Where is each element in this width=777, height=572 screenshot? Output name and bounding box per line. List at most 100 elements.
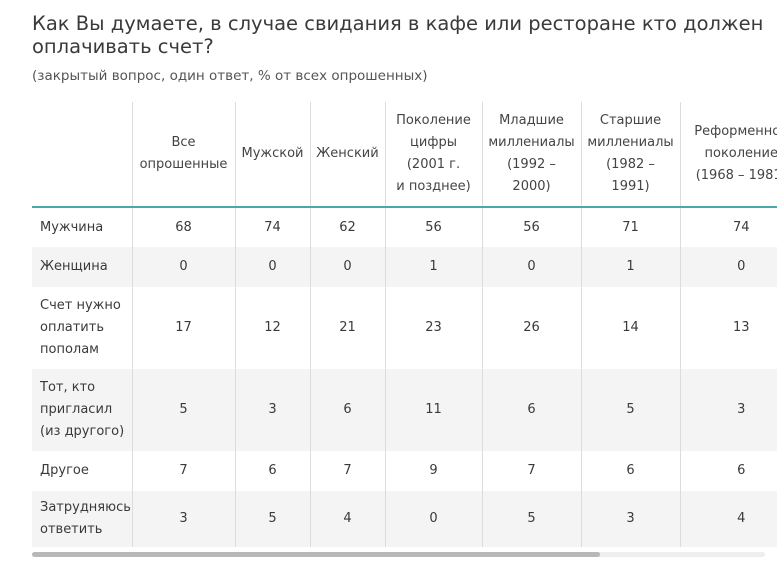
text-line: миллениалы	[587, 135, 674, 150]
row-label: Тот, кто пригласил (из другого)	[32, 369, 132, 451]
table-cell: 3	[580, 491, 680, 547]
table-cell: 23	[384, 287, 482, 369]
text-line: Мужчина	[40, 219, 104, 235]
column-header: Женский	[309, 102, 385, 207]
row-label: Женщина	[32, 247, 132, 287]
table-cell: 74	[234, 207, 310, 247]
table-cell: 7	[309, 451, 385, 491]
row-label: Мужчина	[32, 207, 132, 247]
table-cell: 12	[234, 287, 310, 369]
table-cell: 7	[481, 451, 581, 491]
text-line: Младшие	[499, 113, 564, 128]
text-line: 2000)	[512, 179, 551, 194]
table-cell: 0	[679, 247, 777, 287]
text-line: (2001 г.	[406, 157, 461, 172]
table-cell: 11	[384, 369, 482, 451]
table-scroll-area[interactable]: Все опрошенные Мужской Женский Поколение цифр…	[32, 102, 777, 549]
header-corner	[32, 102, 132, 207]
table-cell: 7	[131, 451, 235, 491]
text-line: Старшие	[599, 113, 662, 128]
text-line: пополам	[40, 342, 99, 357]
row-label: Другое	[32, 451, 132, 491]
column-header: Все опрошенные	[131, 102, 235, 207]
table-cell: 68	[131, 207, 235, 247]
chart-title: Как Вы думаете, в случае свидания в кафе…	[32, 12, 764, 58]
text-line: (из другого)	[40, 424, 125, 439]
table-cell: 14	[580, 287, 680, 369]
column-header: Реформенное поколение (1968 – 1981)	[679, 102, 777, 207]
table-cell: 0	[131, 247, 235, 287]
table-cell: 13	[679, 287, 777, 369]
column-header: Младшие миллениалы (1992 – 2000)	[481, 102, 581, 207]
text-line: пригласил	[40, 402, 113, 417]
text-line: оплатить	[40, 320, 104, 335]
column-header: Старшие миллениалы (1982 – 1991)	[580, 102, 680, 207]
table-row: Счет нужно оплатить пополам 17 12 21 23 26 14 13	[32, 287, 777, 369]
table-cell: 6	[481, 369, 581, 451]
table-row: Тот, кто пригласил (из другого) 5 3 6 11 6 5 3	[32, 369, 777, 451]
table-cell: 9	[384, 451, 482, 491]
row-label: Затрудняюсь ответить	[32, 491, 132, 547]
text-line: и позднее)	[396, 179, 471, 194]
scrollbar-thumb[interactable]	[32, 552, 600, 557]
text-line: Все	[171, 135, 196, 150]
text-line: миллениалы	[488, 135, 575, 150]
text-line: 1991)	[611, 179, 650, 194]
table-header-row: Все опрошенные Мужской Женский Поколение цифр…	[32, 102, 777, 207]
text-line: поколение	[704, 146, 777, 161]
table-cell: 71	[580, 207, 680, 247]
row-label: Счет нужно оплатить пополам	[32, 287, 132, 369]
table-cell: 6	[580, 451, 680, 491]
table-cell: 74	[679, 207, 777, 247]
text-line: Счет нужно	[40, 298, 121, 313]
table-cell: 1	[580, 247, 680, 287]
table-cell: 56	[481, 207, 581, 247]
text-line: (1982 –	[606, 157, 655, 172]
table-cell: 26	[481, 287, 581, 369]
text-line: ответить	[40, 522, 103, 537]
table-cell: 0	[481, 247, 581, 287]
table-body: Мужчина 68 74 62 56 56 71 74 Женщина 0 0 0 1 0 1 0 Счет …	[32, 207, 777, 547]
text-line: цифры	[410, 135, 457, 150]
text-line: опрошенные	[139, 157, 228, 172]
text-line: Мужской	[241, 146, 304, 161]
text-line: Поколение	[396, 113, 471, 128]
horizontal-scrollbar[interactable]	[32, 552, 765, 557]
text-line: Женский	[316, 146, 379, 161]
text-line: Затрудняюсь	[40, 500, 131, 515]
table-cell: 6	[309, 369, 385, 451]
column-header: Мужской	[234, 102, 310, 207]
table-cell: 5	[580, 369, 680, 451]
table-cell: 4	[309, 491, 385, 547]
results-table: Все опрошенные Мужской Женский Поколение цифр…	[32, 102, 777, 547]
text-line: Другое	[40, 463, 89, 478]
table-cell: 5	[131, 369, 235, 451]
text-line: (1992 –	[507, 157, 556, 172]
table-cell: 21	[309, 287, 385, 369]
text-line: (1968 – 1981)	[695, 168, 777, 183]
table-row: Мужчина 68 74 62 56 56 71 74	[32, 207, 777, 247]
table-cell: 0	[234, 247, 310, 287]
table-cell: 1	[384, 247, 482, 287]
table-cell: 17	[131, 287, 235, 369]
table-cell: 4	[679, 491, 777, 547]
table-cell: 5	[234, 491, 310, 547]
text-line: Реформенное	[694, 124, 777, 139]
table-cell: 6	[679, 451, 777, 491]
table-cell: 0	[384, 491, 482, 547]
table-row: Другое 7 6 7 9 7 6 6	[32, 451, 777, 491]
table-row: Затрудняюсь ответить 3 5 4 0 5 3 4	[32, 491, 777, 547]
table-cell: 0	[309, 247, 385, 287]
table-row: Женщина 0 0 0 1 0 1 0	[32, 247, 777, 287]
table-cell: 3	[679, 369, 777, 451]
text-line: Тот, кто	[40, 380, 96, 395]
table-cell: 3	[131, 491, 235, 547]
table-cell: 5	[481, 491, 581, 547]
table-cell: 6	[234, 451, 310, 491]
table-cell: 56	[384, 207, 482, 247]
text-line: Женщина	[40, 259, 108, 274]
column-header: Поколение цифры (2001 г. и позднее)	[384, 102, 482, 207]
chart-subtitle: (закрытый вопрос, один ответ, % от всех …	[32, 68, 428, 84]
table-cell: 3	[234, 369, 310, 451]
table-cell: 62	[309, 207, 385, 247]
